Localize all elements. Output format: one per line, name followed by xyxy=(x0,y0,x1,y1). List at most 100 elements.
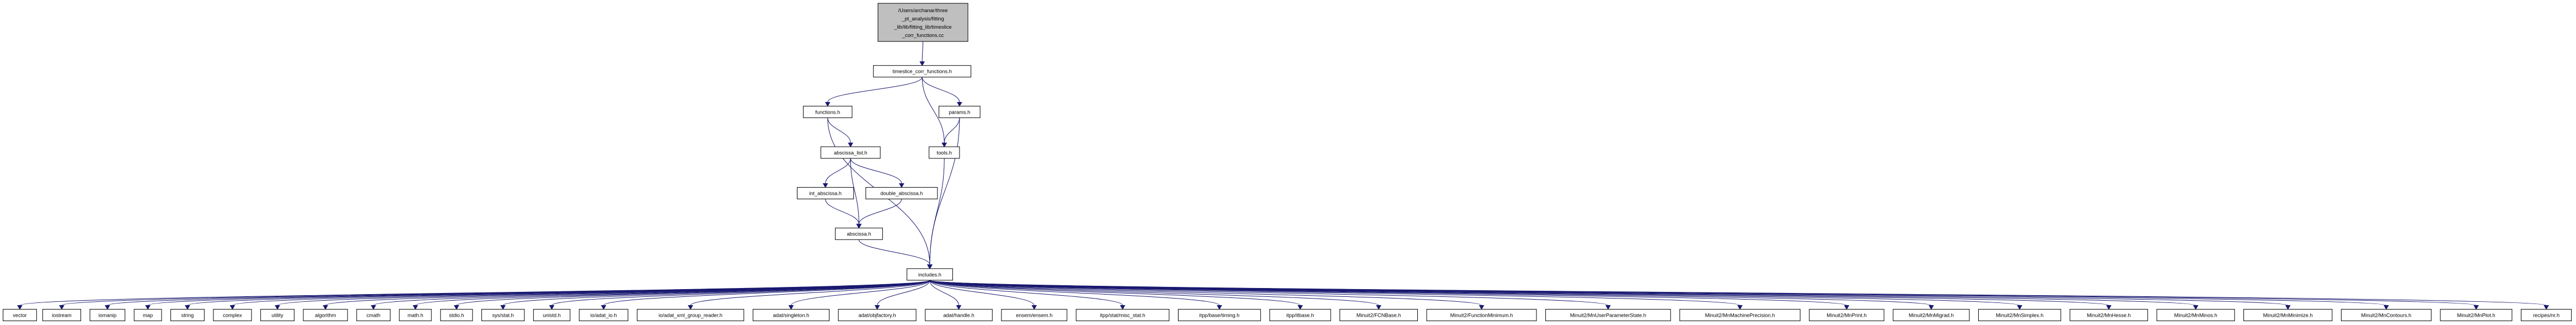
node-abscissa_list-label: abscissa_list.h xyxy=(834,150,867,156)
arrowhead-timeslice-to-functions xyxy=(824,102,831,107)
node-functions[interactable]: functions.h xyxy=(803,105,853,118)
node-int_abscissa[interactable]: int_abscissa.h xyxy=(797,187,854,200)
node-adat_xml[interactable]: io/adat_xml_group_reader.h xyxy=(636,308,745,321)
node-math[interactable]: math.h xyxy=(399,308,432,321)
arrowhead-abscissa-to-includes xyxy=(927,264,933,269)
node-stdio[interactable]: stdio.h xyxy=(440,308,473,321)
arrowhead-includes-to-cmath xyxy=(371,305,377,310)
node-iomanip[interactable]: iomanip xyxy=(89,308,126,321)
node-root-box xyxy=(877,3,968,42)
node-includes[interactable]: includes.h xyxy=(907,268,953,281)
node-ensem-box xyxy=(1001,308,1068,321)
node-mnuserparam-box xyxy=(1545,308,1671,321)
node-handle[interactable]: adat/handle.h xyxy=(925,308,993,321)
node-abscissa_list[interactable]: abscissa_list.h xyxy=(820,146,881,159)
edge-includes-to-mnhesse xyxy=(929,280,2109,306)
node-objfactory[interactable]: adat/objfactory.h xyxy=(838,308,917,321)
node-funcmin[interactable]: Minuit2/FunctionMinimum.h xyxy=(1426,308,1537,321)
node-mnminimize[interactable]: Minuit2/MnMinimize.h xyxy=(2243,308,2333,321)
edge-includes-to-itbase xyxy=(929,280,1301,306)
arrowhead-root-to-timeslice xyxy=(919,61,925,66)
arrowhead-includes-to-mncontours xyxy=(2384,305,2389,310)
edge-includes-to-objfactory xyxy=(877,280,930,306)
node-mnuserparam-label: Minuit2/MnUserParameterState.h xyxy=(1570,312,1646,318)
edge-int_abscissa-to-abscissa xyxy=(825,199,859,225)
node-itbase-box xyxy=(1269,308,1331,321)
edge-includes-to-adat_xml xyxy=(690,280,930,306)
node-mnmigrad[interactable]: Minuit2/MnMigrad.h xyxy=(1893,308,1970,321)
node-abscissa[interactable]: abscissa.h xyxy=(835,227,883,240)
node-adat_xml-box xyxy=(636,308,745,321)
node-timeslice[interactable]: timeslice_corr_functions.h xyxy=(873,65,972,78)
node-fcnbase[interactable]: Minuit2/FCNBase.h xyxy=(1339,308,1418,321)
node-mnplot-box xyxy=(2440,308,2513,321)
node-misc_stat[interactable]: itpp/stat/misc_stat.h xyxy=(1075,308,1170,321)
node-algorithm[interactable]: algorithm xyxy=(303,308,348,321)
edge-tools-to-includes xyxy=(929,158,945,265)
edge-includes-to-mnsimplex xyxy=(929,280,2020,306)
arrowhead-includes-to-mnminos xyxy=(2193,305,2199,310)
arrowhead-includes-to-mnsimplex xyxy=(2017,305,2023,310)
node-double_abscissa-box xyxy=(865,187,938,200)
node-int_abscissa-label: int_abscissa.h xyxy=(809,191,842,196)
node-mnmachine-box xyxy=(1679,308,1801,321)
node-singleton-label: adat/singleton.h xyxy=(773,312,810,318)
node-map[interactable]: map xyxy=(133,308,162,321)
node-mnprint[interactable]: Minuit2/MnPrint.h xyxy=(1809,308,1884,321)
node-handle-label: adat/handle.h xyxy=(943,312,974,318)
node-itbase[interactable]: itpp/itbase.h xyxy=(1269,308,1331,321)
edge-includes-to-misc_stat xyxy=(929,280,1123,306)
node-params[interactable]: params.h xyxy=(939,105,981,118)
edge-abscissa-to-includes xyxy=(858,239,930,265)
node-double_abscissa[interactable]: double_abscissa.h xyxy=(865,187,938,200)
node-timing[interactable]: itpp/base/timing.h xyxy=(1177,308,1261,321)
edge-includes-to-mnmachine xyxy=(929,280,1740,306)
node-sysstat[interactable]: sys/stat.h xyxy=(481,308,525,321)
node-mnmigrad-label: Minuit2/MnMigrad.h xyxy=(1909,312,1954,318)
node-misc_stat-label: itpp/stat/misc_stat.h xyxy=(1100,312,1145,318)
node-mnsimplex[interactable]: Minuit2/MnSimplex.h xyxy=(1978,308,2061,321)
edge-includes-to-timing xyxy=(929,280,1220,306)
node-mnhesse[interactable]: Minuit2/MnHesse.h xyxy=(2069,308,2148,321)
node-mnplot[interactable]: Minuit2/MnPlot.h xyxy=(2440,308,2513,321)
node-mnmachine[interactable]: Minuit2/MnMachinePrecision.h xyxy=(1679,308,1801,321)
node-iostream[interactable]: iostream xyxy=(42,308,81,321)
node-recipes-box xyxy=(2520,308,2572,321)
node-string[interactable]: string xyxy=(170,308,205,321)
node-recipes[interactable]: recipes/nr.h xyxy=(2520,308,2572,321)
arrowhead-includes-to-string xyxy=(185,305,190,310)
node-mnprint-box xyxy=(1809,308,1884,321)
node-tools[interactable]: tools.h xyxy=(929,146,960,159)
edge-timeslice-to-params xyxy=(922,77,960,103)
arrowhead-abscissa_list-to-int_abscissa xyxy=(822,183,828,188)
node-complex-box xyxy=(213,308,252,321)
edge-includes-to-iostream xyxy=(61,280,930,306)
edge-timeslice-to-functions xyxy=(827,77,923,103)
node-abscissa-box xyxy=(835,227,883,240)
node-ensem[interactable]: ensem/ensem.h xyxy=(1001,308,1068,321)
node-timing-box xyxy=(1177,308,1261,321)
arrowhead-abscissa_list-to-double_abscissa xyxy=(898,183,904,188)
arrowhead-includes-to-mnminimize xyxy=(2285,305,2291,310)
node-singleton[interactable]: adat/singleton.h xyxy=(752,308,830,321)
node-root-file[interactable]: /Users/archanar/three _pt_analysis/fittin… xyxy=(877,3,968,42)
node-mnhesse-box xyxy=(2069,308,2148,321)
node-math-label: math.h xyxy=(408,312,423,318)
edge-root-to-timeslice xyxy=(922,41,924,62)
node-mnminos[interactable]: Minuit2/MnMinos.h xyxy=(2156,308,2235,321)
node-utility[interactable]: utility xyxy=(260,308,294,321)
node-mnminos-label: Minuit2/MnMinos.h xyxy=(2174,312,2217,318)
node-complex[interactable]: complex xyxy=(213,308,252,321)
edge-includes-to-algorithm xyxy=(325,280,930,306)
node-adat_io[interactable]: io/adat_io.h xyxy=(579,308,629,321)
arrowhead-includes-to-handle xyxy=(956,305,962,310)
node-vector[interactable]: vector xyxy=(3,308,37,321)
node-mncontours[interactable]: Minuit2/MnContours.h xyxy=(2341,308,2432,321)
node-itbase-label: itpp/itbase.h xyxy=(1287,312,1314,318)
node-complex-label: complex xyxy=(223,312,242,318)
node-singleton-box xyxy=(752,308,830,321)
node-cmath[interactable]: cmath xyxy=(356,308,391,321)
node-unistd[interactable]: unistd.h xyxy=(533,308,571,321)
node-stdio-label: stdio.h xyxy=(449,312,464,318)
node-mnuserparam[interactable]: Minuit2/MnUserParameterState.h xyxy=(1545,308,1671,321)
